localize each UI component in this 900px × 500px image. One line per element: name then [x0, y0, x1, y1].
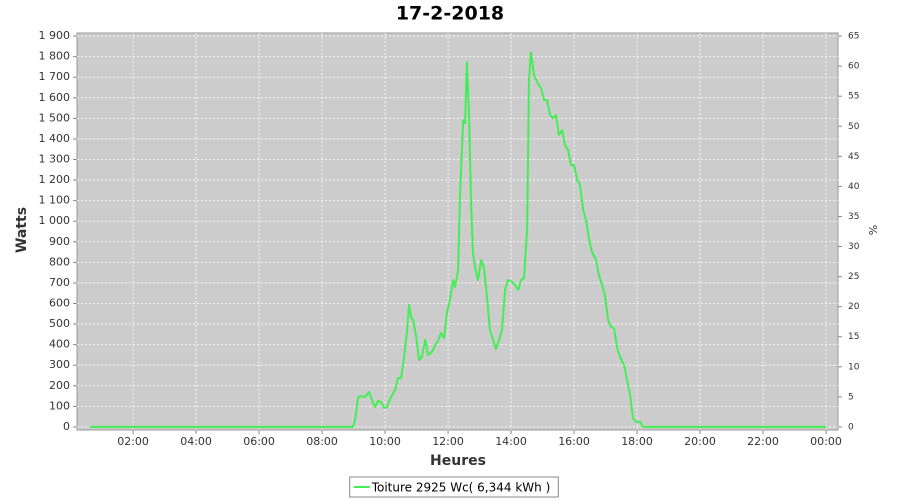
- y-tick-label: 400: [49, 338, 70, 351]
- y-tick-label: 1 200: [39, 173, 71, 186]
- y2-tick-label: 0: [848, 422, 854, 432]
- y-tick-label: 300: [49, 358, 70, 371]
- x-tick-label: 22:00: [747, 435, 779, 448]
- x-axis-label: Heures: [430, 453, 486, 469]
- y-tick-label: 800: [49, 255, 70, 268]
- y2-tick-label: 55: [848, 92, 859, 102]
- x-tick-label: 04:00: [180, 435, 212, 448]
- y-tick-label: 700: [49, 276, 70, 289]
- x-tick-label: 16:00: [558, 435, 590, 448]
- y-tick-label: 900: [49, 235, 70, 248]
- y-tick-label: 1 900: [39, 29, 71, 42]
- y-tick-label: 1 700: [39, 70, 71, 83]
- y2-tick-label: 15: [848, 332, 859, 342]
- x-tick-label: 14:00: [495, 435, 527, 448]
- y-tick-label: 600: [49, 296, 70, 309]
- y-tick-label: 100: [49, 399, 70, 412]
- legend-label: Toiture 2925 Wc( 6,344 kWh ): [371, 481, 551, 495]
- y-tick-label: 1 800: [39, 50, 71, 63]
- y-tick-label: 1 500: [39, 111, 71, 124]
- x-tick-label: 06:00: [243, 435, 275, 448]
- legend-box: [349, 476, 559, 498]
- y2-tick-label: 50: [848, 122, 860, 132]
- series-line: [89, 51, 826, 428]
- x-tick-label: 02:00: [117, 435, 149, 448]
- y-tick-label: 1 600: [39, 91, 71, 104]
- y-tick-label: 200: [49, 379, 70, 392]
- y2-tick-label: 40: [848, 182, 860, 192]
- y-axis-label: Watts: [14, 207, 30, 253]
- y-tick-label: 1 400: [39, 132, 71, 145]
- y-tick-label: 0: [63, 420, 70, 433]
- x-tick-label: 08:00: [306, 435, 338, 448]
- x-tick-label: 20:00: [684, 435, 716, 448]
- y2-tick-label: 60: [848, 62, 860, 72]
- x-tick-label: 10:00: [369, 435, 401, 448]
- y2-tick-label: 30: [848, 242, 860, 252]
- y-tick-label: 500: [49, 317, 70, 330]
- y2-tick-label: 20: [848, 302, 860, 312]
- y2-tick-label: 45: [848, 152, 859, 162]
- y2-tick-label: 10: [848, 362, 860, 372]
- x-tick-label: 12:00: [432, 435, 464, 448]
- y-tick-label: 1 000: [39, 214, 71, 227]
- y2-tick-label: 35: [848, 212, 859, 222]
- y2-tick-label: 65: [848, 32, 859, 42]
- x-tick-label: 00:00: [810, 435, 842, 448]
- y2-tick-label: 5: [848, 392, 854, 402]
- y2-axis-label: %: [867, 225, 880, 235]
- y-tick-label: 1 300: [39, 153, 71, 166]
- y-tick-label: 1 100: [39, 194, 71, 207]
- x-tick-label: 18:00: [621, 435, 653, 448]
- plot-area: [76, 32, 839, 431]
- y2-tick-label: 25: [848, 272, 859, 282]
- chart-title: 17-2-2018: [396, 3, 504, 25]
